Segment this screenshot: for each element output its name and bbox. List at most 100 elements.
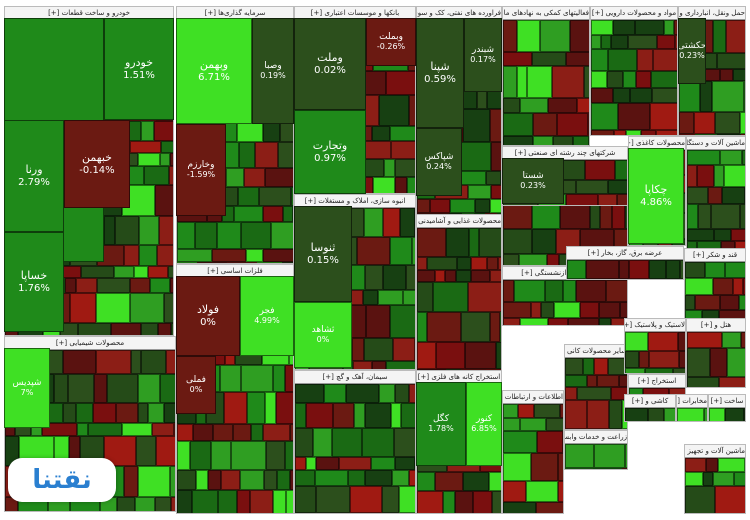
stock-cell[interactable] <box>177 222 195 249</box>
stock-cell[interactable] <box>503 453 531 481</box>
stock-cell[interactable] <box>742 150 745 165</box>
stock-cell[interactable] <box>479 228 501 257</box>
stock-cell[interactable] <box>562 160 585 180</box>
stock-cell[interactable] <box>63 403 76 423</box>
stock-cell[interactable] <box>744 408 745 421</box>
stock-cell[interactable] <box>197 262 227 263</box>
stock-tile[interactable]: کگل 1.78% <box>416 382 466 466</box>
stock-cell[interactable] <box>743 278 745 295</box>
stock-cell[interactable] <box>138 466 170 497</box>
stock-cell[interactable] <box>656 130 677 135</box>
stock-tile[interactable]: شپاکس 0.24% <box>416 128 462 196</box>
sector-title[interactable]: ماشین آلات و دستگاه‌های برقی [+] <box>687 137 745 150</box>
stock-cell[interactable] <box>607 71 623 88</box>
stock-cell[interactable] <box>518 404 534 418</box>
stock-cell[interactable] <box>159 216 173 245</box>
stock-cell[interactable] <box>463 472 489 491</box>
stock-cell[interactable] <box>65 278 76 293</box>
stock-cell[interactable] <box>720 295 739 310</box>
stock-cell[interactable] <box>366 305 390 338</box>
stock-cell[interactable] <box>554 302 580 318</box>
stock-cell[interactable] <box>386 71 415 95</box>
stock-cell[interactable] <box>619 375 627 387</box>
stock-cell[interactable] <box>599 302 620 318</box>
stock-cell[interactable] <box>585 160 615 180</box>
stock-cell[interactable] <box>629 260 649 279</box>
stock-cell[interactable] <box>712 81 744 112</box>
sector-title[interactable]: مخابرات [+] <box>677 395 707 408</box>
stock-cell[interactable] <box>614 130 626 135</box>
stock-cell[interactable] <box>263 249 293 262</box>
stock-cell[interactable] <box>365 403 391 428</box>
sector-title[interactable]: عرضه برق، گاز، بخار [+] <box>567 247 683 260</box>
stock-cell[interactable] <box>645 368 673 373</box>
stock-cell[interactable] <box>378 290 403 305</box>
stock-cell[interactable] <box>491 142 501 171</box>
stock-cell[interactable] <box>626 130 641 135</box>
stock-cell[interactable] <box>498 257 501 270</box>
stock-cell[interactable] <box>741 332 745 348</box>
stock-cell[interactable] <box>238 187 259 206</box>
stock-cell[interactable] <box>591 130 614 135</box>
stock-cell[interactable] <box>531 453 558 481</box>
stock-cell[interactable] <box>703 472 713 486</box>
stock-tile[interactable]: وصبا 0.19% <box>252 18 294 124</box>
stock-cell[interactable] <box>534 404 560 418</box>
stock-cell[interactable] <box>715 486 745 513</box>
sector-title[interactable]: حمل ونقل، انبارداری و ار [+] <box>679 7 745 20</box>
stock-cell[interactable] <box>339 457 371 470</box>
stock-cell[interactable] <box>731 229 745 241</box>
stock-cell[interactable] <box>417 312 427 342</box>
stock-cell[interactable] <box>503 431 537 453</box>
stock-cell[interactable] <box>208 470 221 490</box>
stock-cell[interactable] <box>608 49 637 71</box>
stock-cell[interactable] <box>625 351 639 368</box>
sector-block[interactable]: سیمان، آهک و گچ [+] <box>294 370 416 514</box>
stock-cell[interactable] <box>390 126 415 141</box>
sector-block[interactable]: سایر محصولات کانی [+] <box>564 344 628 430</box>
stock-cell[interactable] <box>664 408 675 421</box>
stock-cell[interactable] <box>365 470 392 486</box>
stock-cell[interactable] <box>218 490 237 513</box>
stock-cell[interactable] <box>177 424 193 441</box>
stock-cell[interactable] <box>433 282 468 312</box>
stock-cell[interactable] <box>306 457 316 470</box>
sector-title[interactable]: محصولات شیمیایی [+] <box>5 337 175 350</box>
stock-cell[interactable] <box>558 481 563 502</box>
stock-cell[interactable] <box>685 472 703 486</box>
stock-cell[interactable] <box>503 136 533 145</box>
stock-cell[interactable] <box>601 35 611 49</box>
stock-cell[interactable] <box>295 457 306 470</box>
stock-cell[interactable] <box>271 222 293 249</box>
stock-cell[interactable] <box>697 165 714 187</box>
stock-cell[interactable] <box>576 280 606 302</box>
stock-cell[interactable] <box>687 165 697 187</box>
stock-cell[interactable] <box>154 121 173 141</box>
stock-cell[interactable] <box>558 453 563 481</box>
stock-cell[interactable] <box>220 365 241 392</box>
stock-cell[interactable] <box>469 228 479 257</box>
stock-cell[interactable] <box>169 166 173 185</box>
stock-cell[interactable] <box>406 265 415 290</box>
stock-cell[interactable] <box>276 392 293 424</box>
stock-cell[interactable] <box>722 187 745 204</box>
sector-title[interactable]: زراعت و خدمات وابسته [+] <box>565 431 627 444</box>
sector-title[interactable]: هتل و [+] <box>687 319 745 332</box>
stock-cell[interactable] <box>694 112 715 134</box>
sector-block[interactable]: فعالیتهای کمکی به نهادهای مالی وا [+] <box>502 6 590 146</box>
stock-cell[interactable] <box>170 278 173 293</box>
stock-cell[interactable] <box>42 423 77 436</box>
stock-cell[interactable] <box>477 89 487 109</box>
stock-tile[interactable]: حکشتی 0.23% <box>678 18 706 84</box>
stock-tile[interactable]: خودرو 1.51% <box>104 18 174 120</box>
stock-cell[interactable] <box>115 216 139 245</box>
stock-cell[interactable] <box>588 113 589 136</box>
stock-cell[interactable] <box>652 88 677 103</box>
stock-cell[interactable] <box>240 470 264 490</box>
sector-block[interactable]: ماشین آلات و دستگاه‌های برقی [+] <box>686 136 746 256</box>
stock-cell[interactable] <box>234 206 263 222</box>
stock-cell[interactable] <box>720 69 733 81</box>
stock-cell[interactable] <box>591 49 608 71</box>
stock-cell[interactable] <box>246 249 263 262</box>
stock-cell[interactable] <box>77 423 88 436</box>
